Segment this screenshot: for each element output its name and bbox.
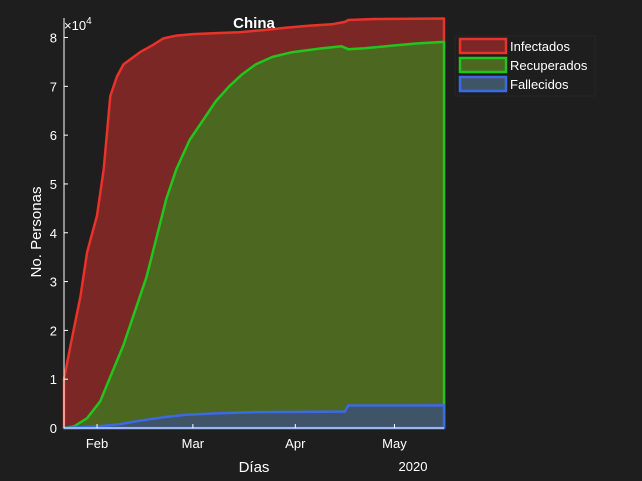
- area-fallecidos: [62, 404, 446, 430]
- y-tick-label: 4: [50, 226, 57, 241]
- x-tick-label: Apr: [285, 436, 306, 451]
- y-axis-ticks: 0 1 2 3 4 5 6 7 8: [50, 31, 68, 436]
- legend-label-fallecidos: Fallecidos: [510, 77, 569, 92]
- y-tick-label: 2: [50, 323, 57, 338]
- legend-swatch-fallecidos: [458, 75, 508, 93]
- y-axis-label: No. Personas: [28, 187, 45, 278]
- y-tick-label: 3: [50, 275, 57, 290]
- legend-swatch-recuperados: [458, 56, 508, 74]
- y-tick-label: 1: [50, 372, 57, 387]
- y-tick-label: 5: [50, 177, 57, 192]
- y-exponent-power: 4: [86, 16, 92, 27]
- legend-label-infectados: Infectados: [510, 39, 570, 54]
- y-tick-label: 6: [50, 128, 57, 143]
- series-areas: [62, 17, 446, 430]
- legend-label-recuperados: Recuperados: [510, 58, 588, 73]
- y-exponent-label: ×104: [64, 16, 92, 33]
- x-tick-label: Mar: [182, 436, 205, 451]
- x-axis-ticks: Feb Mar Apr May: [86, 424, 407, 451]
- area-recuperados: [62, 40, 446, 430]
- y-tick-label: 8: [50, 31, 57, 46]
- y-tick-label: 0: [50, 421, 57, 436]
- y-tick-label: 7: [50, 79, 57, 94]
- x-tick-label: Feb: [86, 436, 108, 451]
- legend-swatch-infectados: [458, 37, 508, 55]
- legend: Infectados Recuperados Fallecidos: [454, 35, 596, 97]
- x-year-label: 2020: [399, 459, 428, 474]
- x-axis-label: Días: [239, 459, 270, 476]
- chart-title: China: [233, 15, 275, 32]
- x-tick-label: May: [382, 436, 407, 451]
